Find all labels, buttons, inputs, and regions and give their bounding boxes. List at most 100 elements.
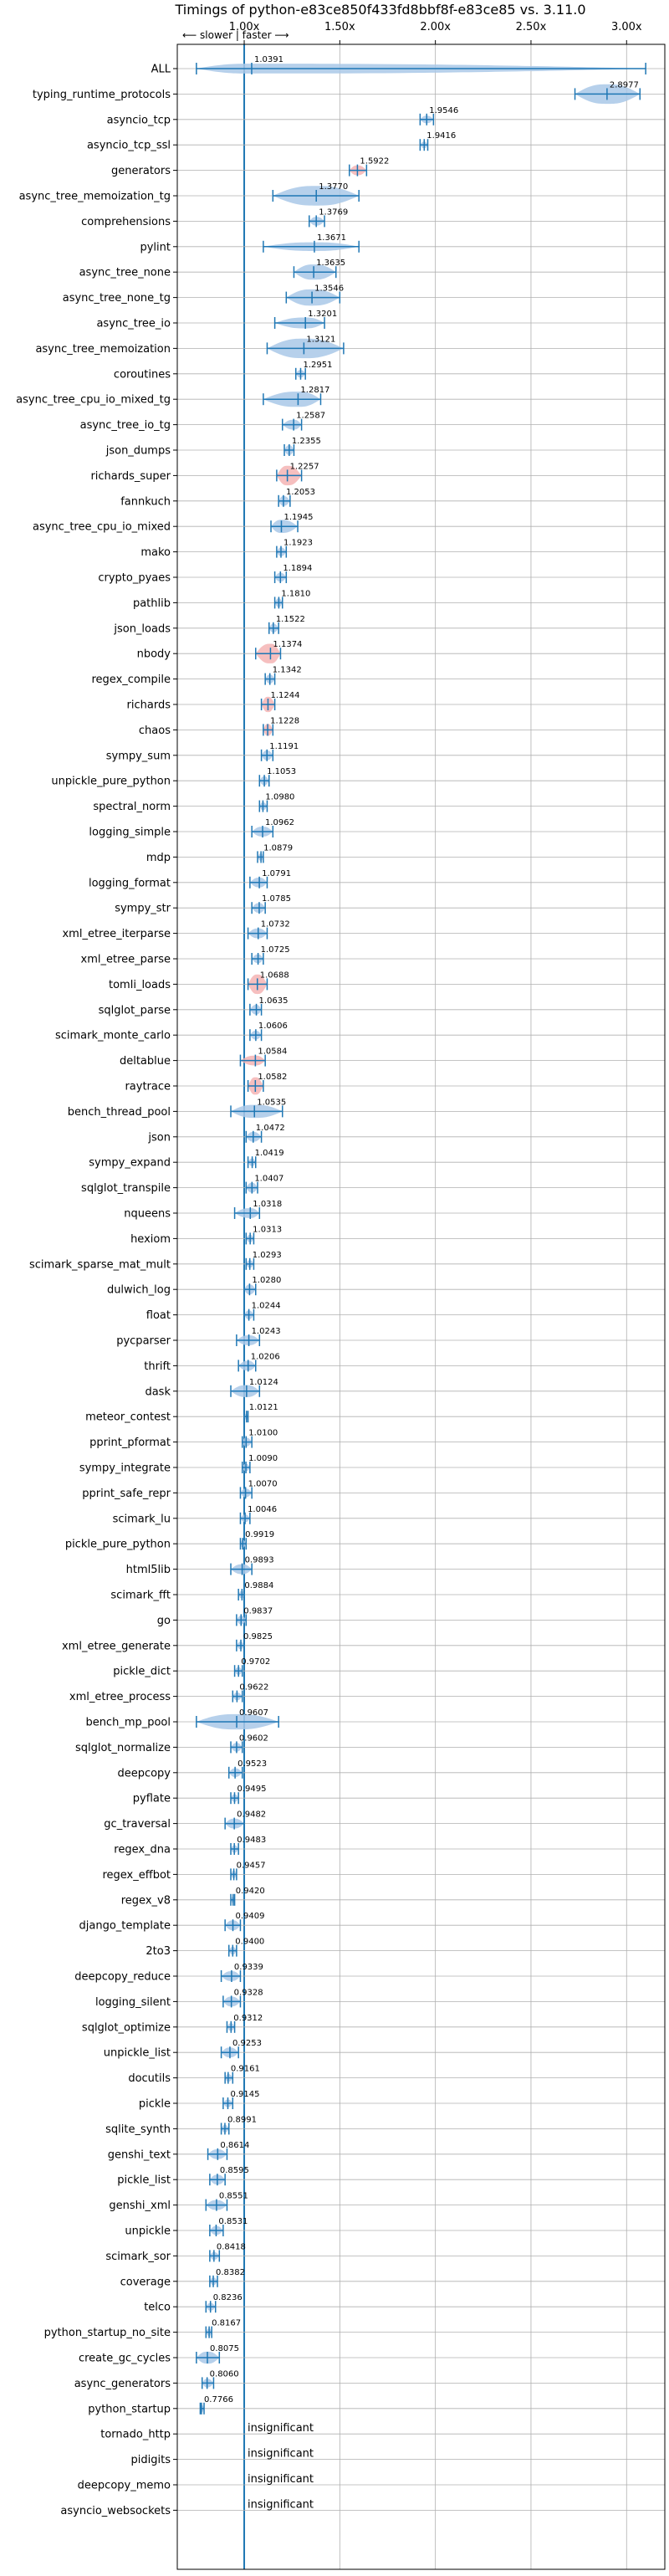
category-label: coroutines <box>114 368 171 381</box>
value-label: 1.2951 <box>303 361 332 370</box>
category-label: deltablue <box>120 1055 171 1068</box>
category-label: pathlib <box>133 597 171 610</box>
insignificant-label: insignificant <box>248 2422 314 2435</box>
category-label: bench_mp_pool <box>85 1717 171 1729</box>
value-label: 1.2355 <box>292 437 321 446</box>
category-label: asyncio_websockets <box>60 2505 171 2517</box>
category-label: json <box>147 1131 171 1144</box>
category-label: scimark_lu <box>113 1513 171 1525</box>
value-label: 0.9253 <box>232 2039 262 2048</box>
value-label: 1.0124 <box>249 1378 278 1387</box>
category-label: nbody <box>137 648 171 661</box>
category-label: async_tree_cpu_io_mixed_tg <box>16 394 171 407</box>
category-label: async_tree_io_tg <box>80 419 171 432</box>
category-label: pylint <box>140 241 171 254</box>
category-label: unpickle <box>125 2225 171 2238</box>
category-label: dulwich_log <box>107 1284 171 1297</box>
category-label: pickle_dict <box>113 1666 171 1678</box>
category-label: pickle <box>139 2098 171 2111</box>
value-label: 0.9702 <box>241 1657 270 1667</box>
value-label: 1.0046 <box>248 1505 277 1514</box>
value-label: 1.0419 <box>255 1149 284 1158</box>
value-label: 1.1894 <box>283 564 312 573</box>
category-label: spectral_norm <box>93 801 171 813</box>
category-label: meteor_contest <box>85 1411 171 1424</box>
category-label: scimark_sor <box>105 2251 171 2263</box>
category-label: logging_silent <box>95 1996 171 2009</box>
value-label: 1.1810 <box>281 589 310 598</box>
value-label: 1.1053 <box>267 767 296 776</box>
category-label: logging_format <box>89 877 171 889</box>
value-label: 0.9884 <box>244 1581 273 1590</box>
category-label: regex_dna <box>114 1844 171 1856</box>
value-label: 1.0606 <box>258 1022 288 1031</box>
value-label: 1.0313 <box>253 1225 282 1234</box>
value-label: 0.9409 <box>236 1912 265 1921</box>
category-label: async_tree_io <box>96 318 171 330</box>
value-label: 1.1522 <box>276 615 305 624</box>
value-label: 0.9602 <box>239 1734 268 1743</box>
category-label: json_loads <box>113 622 171 635</box>
category-label: scimark_sparse_mat_mult <box>29 1258 171 1271</box>
category-label: async_generators <box>74 2378 171 2390</box>
value-label: 1.3546 <box>314 284 344 294</box>
category-label: deepcopy <box>117 1767 171 1780</box>
category-label: pycparser <box>116 1335 171 1348</box>
category-label: python_startup <box>88 2403 171 2415</box>
value-label: 0.8236 <box>213 2293 243 2302</box>
value-label: 0.9145 <box>230 2090 259 2099</box>
category-label: dask <box>145 1385 171 1398</box>
category-label: mdp <box>146 852 171 864</box>
category-label: django_template <box>79 1920 171 1933</box>
direction-note: ⟵ slower | faster ⟶ <box>182 29 289 41</box>
value-label: 0.8991 <box>227 2115 257 2124</box>
category-label: sympy_expand <box>89 1157 171 1170</box>
category-label: pyflate <box>133 1793 171 1805</box>
category-label: sqlglot_parse <box>99 1004 171 1017</box>
value-label: 1.0407 <box>254 1175 283 1184</box>
value-label: 0.9339 <box>234 1963 263 1972</box>
value-label: 1.3121 <box>306 335 335 344</box>
value-label: 1.0090 <box>248 1454 278 1463</box>
value-label: 1.9546 <box>429 106 458 115</box>
category-label: fannkuch <box>120 495 171 508</box>
value-label: 1.2053 <box>286 488 315 497</box>
value-label: 1.0635 <box>259 996 289 1006</box>
category-label: logging_simple <box>89 827 171 839</box>
value-label: 0.9622 <box>239 1683 268 1693</box>
value-label: 0.9825 <box>243 1632 273 1641</box>
value-label: 1.0280 <box>252 1276 281 1285</box>
category-label: asyncio_tcp <box>107 114 171 126</box>
category-label: genshi_text <box>108 2148 171 2161</box>
category-label: richards_super <box>90 470 171 483</box>
value-label: 1.1244 <box>270 691 299 700</box>
grid-lines <box>177 44 665 2569</box>
category-label: unpickle_list <box>104 2047 171 2060</box>
value-label: 1.3635 <box>316 259 345 268</box>
value-label: 1.0070 <box>248 1479 278 1488</box>
insignificant-label: insignificant <box>248 2448 314 2461</box>
category-label: async_tree_none_tg <box>63 292 171 305</box>
category-label: hexiom <box>130 1233 171 1246</box>
category-labels: ALL typing_runtime_protocols asyncio_tcpas… <box>16 64 177 2517</box>
value-label: 1.0725 <box>261 945 290 955</box>
category-label: deepcopy_memo <box>78 2480 171 2492</box>
value-label: 1.5922 <box>360 157 389 166</box>
category-label: go <box>157 1615 171 1627</box>
value-label: 1.0100 <box>248 1429 278 1438</box>
category-label: xml_etree_parse <box>81 954 171 966</box>
category-label: tomli_loads <box>109 979 171 991</box>
value-label: 0.9919 <box>245 1530 274 1539</box>
category-label: pidigits <box>131 2454 171 2466</box>
value-label: 0.9328 <box>234 1988 263 1997</box>
value-label: 1.1191 <box>269 742 299 751</box>
category-label: asyncio_tcp_ssl <box>87 140 171 152</box>
category-label: ALL <box>151 64 171 76</box>
category-label: mako <box>140 546 171 559</box>
value-label: 1.0244 <box>252 1302 281 1311</box>
category-label: pprint_safe_repr <box>82 1488 171 1500</box>
value-label: 0.9893 <box>245 1556 274 1565</box>
value-label: 1.0121 <box>249 1403 278 1412</box>
value-label: 1.2257 <box>290 462 319 471</box>
